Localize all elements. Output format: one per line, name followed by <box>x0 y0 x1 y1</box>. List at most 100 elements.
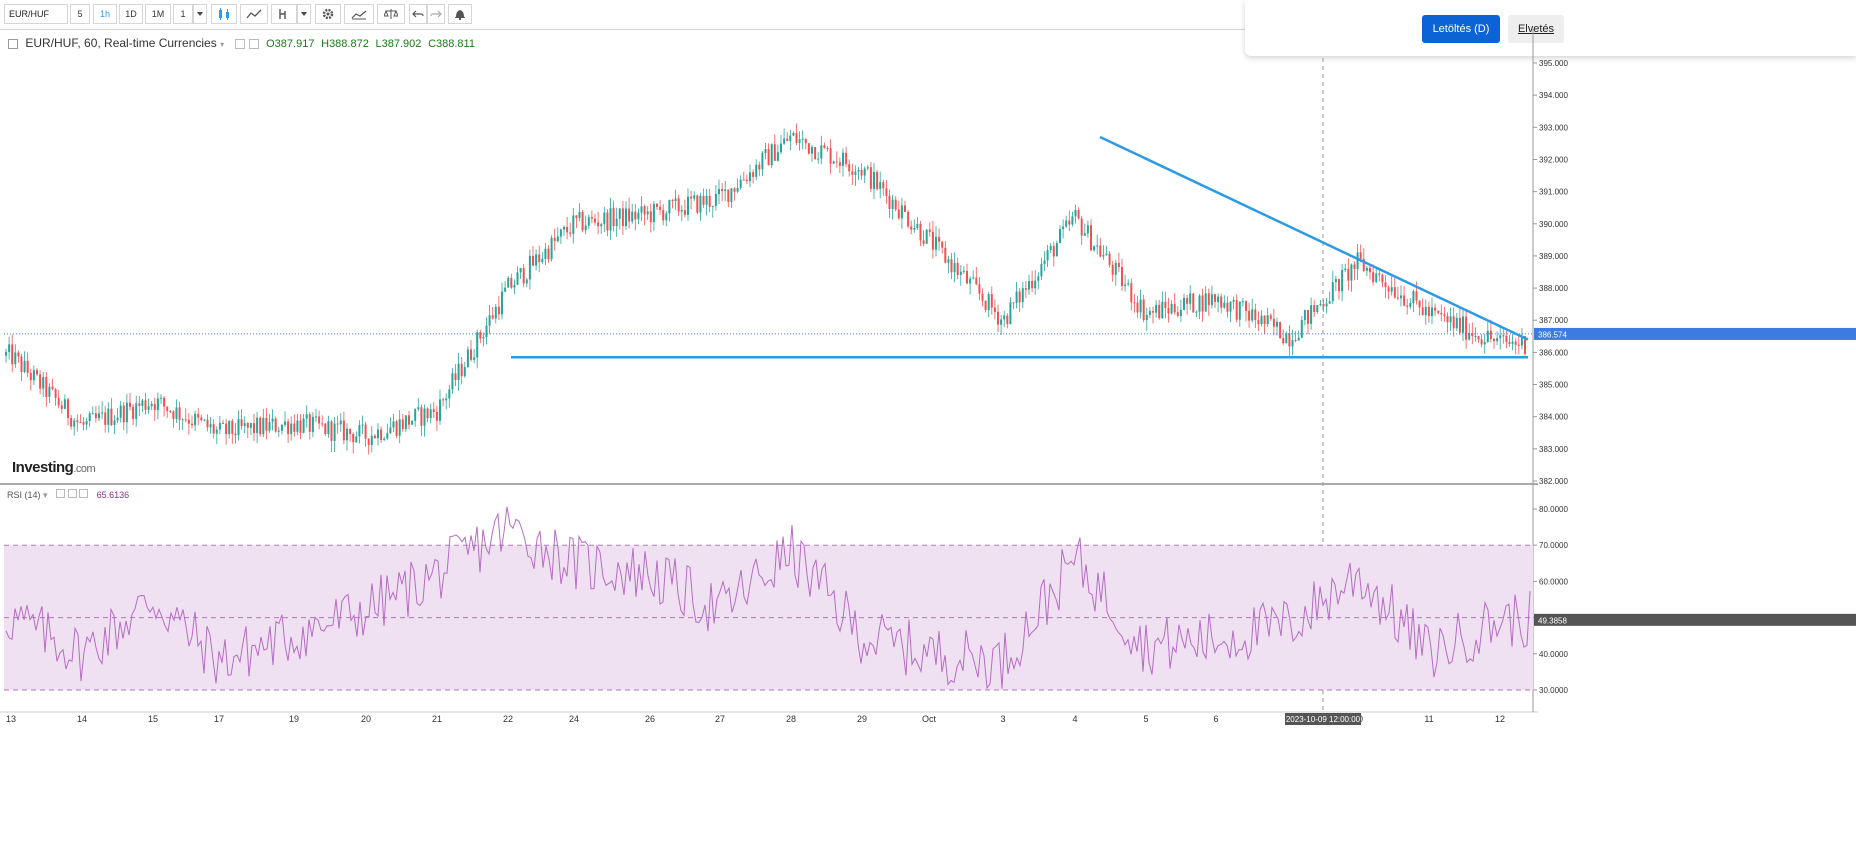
candle-body <box>1434 307 1437 311</box>
candle-body <box>181 419 184 421</box>
price-tick-label: 395.000 <box>1539 59 1568 68</box>
candle-body <box>305 414 308 419</box>
rsi-menu-icon[interactable]: ▾ <box>43 490 48 500</box>
interval-1d[interactable]: 1D <box>119 4 143 24</box>
price-tick-label: 386.000 <box>1539 348 1568 357</box>
candle-body <box>1263 315 1266 325</box>
time-tick-label: 6 <box>1213 714 1218 724</box>
candle-body <box>578 211 581 219</box>
candle-body <box>504 287 507 292</box>
candle-body <box>215 429 218 434</box>
candle-body <box>1403 295 1406 306</box>
candle-body <box>1375 273 1378 283</box>
candle-body <box>519 268 522 273</box>
candle-body <box>603 212 606 225</box>
legend-close-icon[interactable] <box>248 38 259 49</box>
candle-body <box>169 411 172 413</box>
candle-body <box>1251 309 1254 321</box>
candle-body <box>758 164 761 170</box>
redo-button[interactable] <box>427 4 445 24</box>
time-tick-label: 28 <box>786 714 796 724</box>
interval-dropdown[interactable] <box>193 4 207 24</box>
rsi-settings-icon[interactable] <box>56 489 66 498</box>
download-button[interactable]: Letöltés (D) <box>1422 15 1500 43</box>
candle-body <box>581 211 584 231</box>
legend-settings-icon[interactable] <box>235 38 246 49</box>
candle-body <box>60 405 63 409</box>
candle-body <box>637 212 640 220</box>
candle-body <box>510 277 513 288</box>
candle-body <box>175 407 178 420</box>
candle-body <box>1390 287 1393 292</box>
time-tick-label: 13 <box>6 714 16 724</box>
rsi-band <box>4 545 1533 690</box>
candle-body <box>755 164 758 177</box>
time-tick-label: 11 <box>1424 714 1433 724</box>
collapse-icon[interactable] <box>8 38 18 49</box>
candle-body <box>522 268 525 284</box>
candle-body <box>290 423 293 435</box>
candle-body <box>138 403 141 406</box>
candle-body <box>364 424 367 439</box>
legend-menu-icon[interactable]: ▾ <box>220 40 225 49</box>
indicators-button[interactable] <box>240 4 268 24</box>
candle-body <box>1217 296 1220 302</box>
compare-dropdown[interactable] <box>297 4 311 24</box>
candle-body <box>1090 225 1092 251</box>
candle-body <box>1127 283 1130 285</box>
candle-body <box>1310 305 1313 324</box>
candle-body <box>845 152 848 165</box>
crosshair-time-text: 2023-10-09 12:00:00 <box>1286 715 1361 724</box>
candle-body <box>919 223 922 241</box>
time-tick-label: 4 <box>1072 714 1077 724</box>
indicators-icon <box>246 9 262 19</box>
alert-button[interactable] <box>448 4 472 24</box>
candle-body <box>894 199 897 210</box>
interval-5[interactable]: 5 <box>70 4 90 24</box>
candle-body <box>609 208 612 231</box>
time-tick-label: 24 <box>569 714 579 724</box>
candle-body <box>404 415 407 430</box>
interval-custom[interactable]: 1 <box>173 4 193 24</box>
symbol-input[interactable]: EUR/HUF <box>4 4 68 24</box>
candle-body <box>962 270 965 272</box>
time-tick-label: 10 <box>1353 714 1363 724</box>
price-tick-label: 390.000 <box>1539 220 1568 229</box>
candle-body <box>606 212 609 231</box>
interval-1m[interactable]: 1M <box>145 4 171 24</box>
rsi-close-icon[interactable] <box>79 489 89 498</box>
candle-body <box>1396 297 1399 299</box>
settings-button[interactable] <box>315 4 341 24</box>
interval-1h[interactable]: 1h <box>93 4 117 24</box>
candle-body <box>1421 307 1424 316</box>
candle-body <box>1130 283 1133 303</box>
rsi-hide-icon[interactable] <box>67 489 77 498</box>
undo-button[interactable] <box>409 4 427 24</box>
redo-icon <box>430 10 442 18</box>
candle-body <box>621 208 624 227</box>
scale-button[interactable] <box>377 4 405 24</box>
candle-body <box>1344 268 1347 271</box>
templates-button[interactable] <box>344 4 374 24</box>
candle-body <box>984 300 987 311</box>
candle-body <box>625 208 627 227</box>
candle-body <box>1139 299 1142 313</box>
price-tick-label: 393.000 <box>1539 123 1568 132</box>
candle-style-button[interactable] <box>211 4 237 24</box>
candle-body <box>1093 246 1096 251</box>
candle-body <box>1133 302 1136 304</box>
candle-body <box>26 360 29 373</box>
candle-body <box>1235 300 1238 320</box>
candle-body <box>488 315 491 326</box>
candle-body <box>1028 281 1030 290</box>
dismiss-button[interactable]: Elvetés <box>1508 15 1564 43</box>
candle-body <box>776 152 779 161</box>
candle-body <box>1520 336 1523 346</box>
candle-body <box>848 164 851 172</box>
candle-body <box>113 420 116 425</box>
candle-body <box>218 422 221 430</box>
candle-body <box>842 152 844 166</box>
candle-body <box>1307 310 1309 324</box>
compare-button[interactable] <box>271 4 297 24</box>
candle-body <box>1124 284 1127 286</box>
